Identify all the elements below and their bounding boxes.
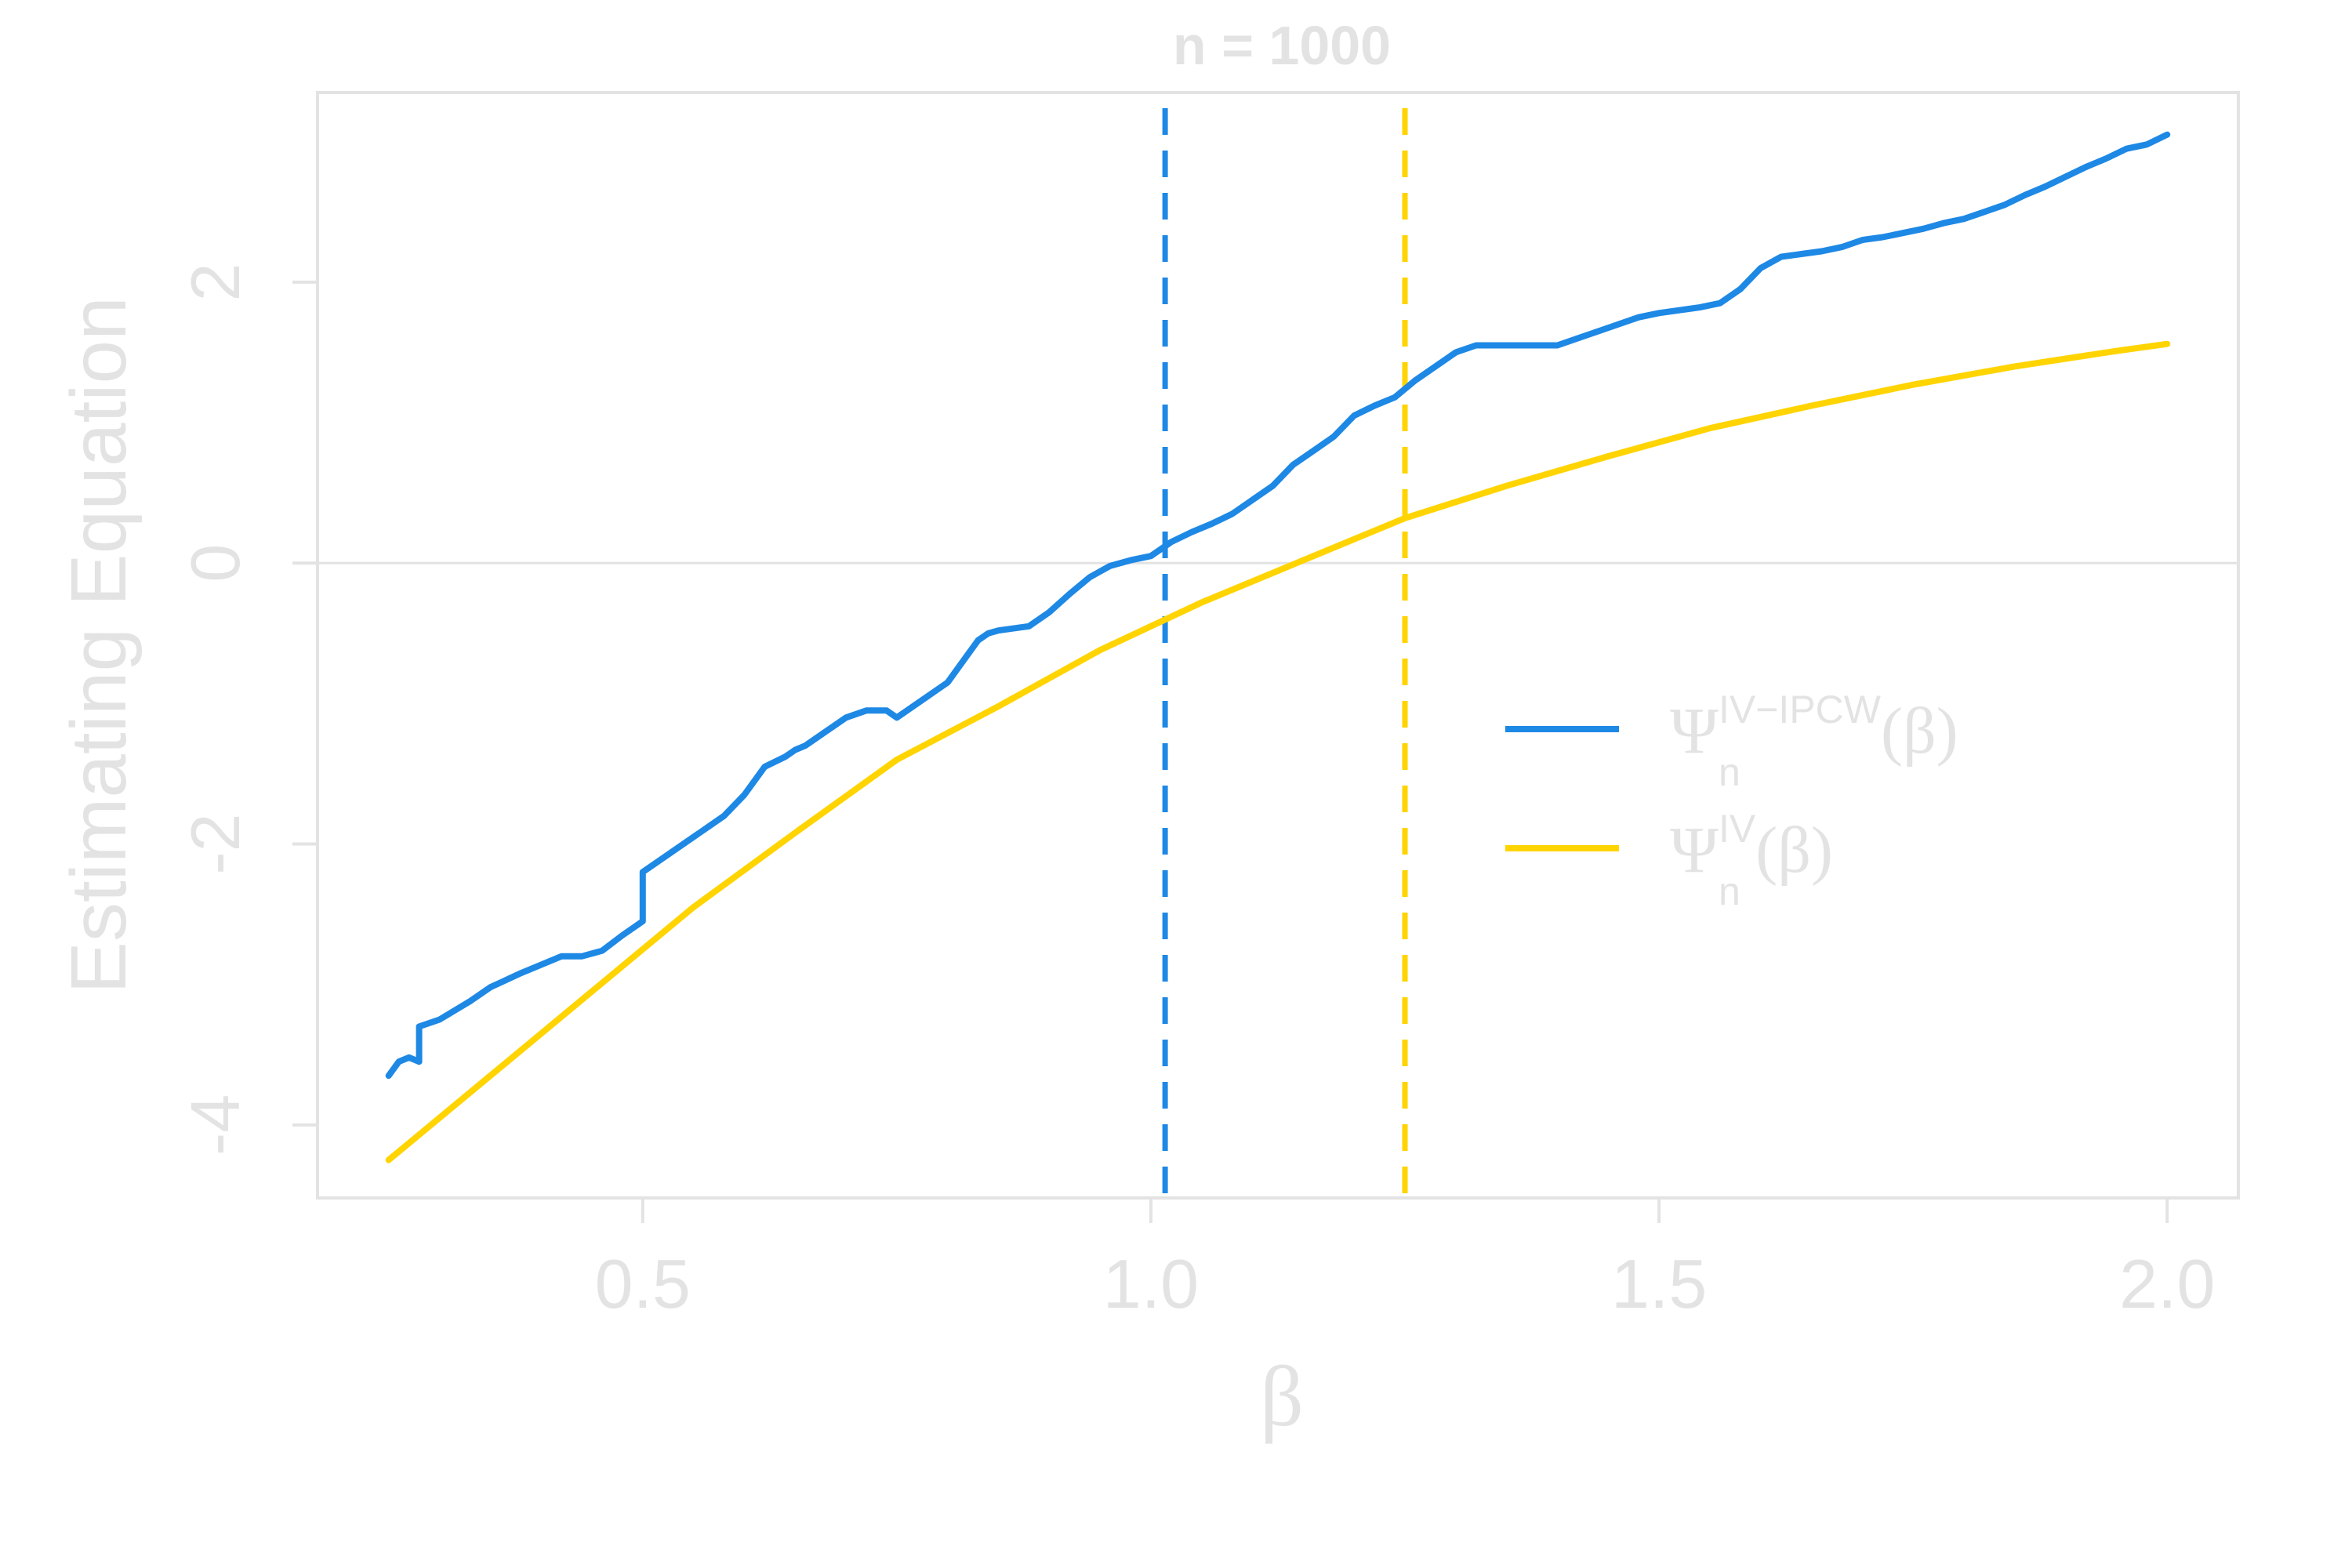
- legend-label-subscript: n: [1719, 750, 1740, 794]
- x-tick-label: 0.5: [595, 1245, 691, 1323]
- x-tick-label: 1.0: [1103, 1245, 1199, 1323]
- y-tick-label: -2: [176, 813, 254, 874]
- y-tick-label: 0: [176, 544, 254, 583]
- x-axis-label: β: [1260, 1348, 1304, 1444]
- legend-item-2: ΨIV(β)n: [1505, 807, 1833, 913]
- y-tick-label: -4: [176, 1094, 254, 1156]
- x-tick-label: 1.5: [1611, 1245, 1707, 1323]
- x-tick-label: 2.0: [2119, 1245, 2215, 1323]
- legend-label-subscript: n: [1719, 869, 1740, 913]
- y-tick-label: 2: [176, 263, 254, 301]
- chart-title: n = 1000: [1173, 15, 1391, 76]
- legend-item-1: ΨIV−IPCW(β)n: [1505, 688, 1958, 794]
- series-line-2: [385, 340, 2171, 1163]
- legend-label: ΨIV−IPCW(β): [1670, 688, 1958, 768]
- y-axis-label: Estimating Equation: [55, 296, 143, 993]
- series-line-1: [385, 131, 2171, 1080]
- plot-frame: [316, 91, 2240, 1200]
- legend-label: ΨIV(β): [1670, 807, 1833, 887]
- series-lines: [385, 131, 2171, 1163]
- vertical-reference-lines: [1162, 108, 1408, 1198]
- x-axis: 0.5 1.0 1.5 2.0: [595, 1196, 2215, 1323]
- y-axis: -4 -2 0 2: [176, 263, 319, 1156]
